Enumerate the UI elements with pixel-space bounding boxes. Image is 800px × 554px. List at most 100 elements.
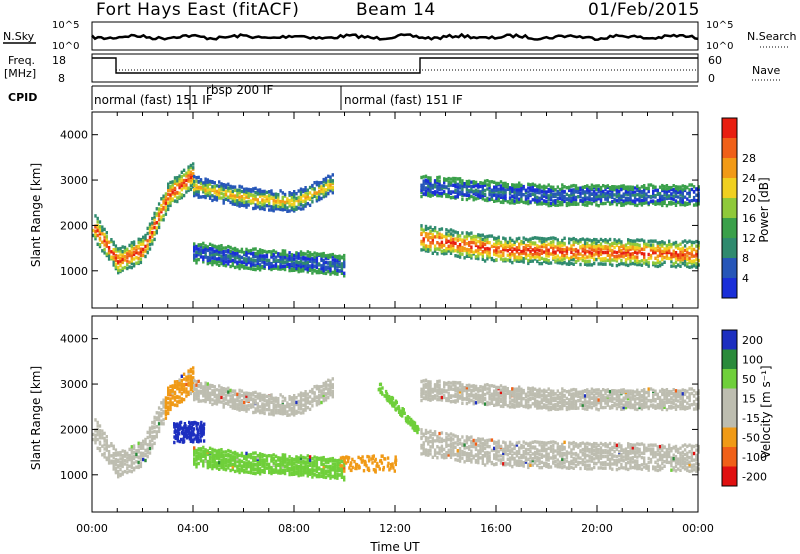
power-cell	[189, 187, 193, 192]
power-cell	[433, 179, 437, 183]
power-cell	[427, 238, 430, 242]
power-cell	[261, 254, 264, 258]
velocity-cell	[454, 458, 457, 462]
power-cell	[247, 260, 250, 265]
power-cell	[151, 242, 154, 246]
power-cell	[627, 238, 630, 242]
power-cell	[238, 249, 241, 254]
power-cell	[613, 199, 616, 204]
velocity-cell	[665, 460, 669, 464]
velocity-cell	[180, 382, 183, 386]
velocity-cell	[561, 462, 564, 466]
power-cell	[558, 256, 562, 260]
power-cell	[558, 196, 562, 201]
velocity-cell	[465, 441, 469, 445]
velocity-cell	[433, 448, 437, 452]
velocity-cell	[185, 390, 188, 394]
velocity-cell	[431, 455, 434, 459]
power-cell	[281, 191, 284, 195]
power-cell	[197, 249, 200, 254]
velocity-cell	[483, 442, 487, 446]
power-cell	[618, 254, 621, 258]
velocity-cell	[252, 393, 255, 397]
velocity-cell	[633, 459, 637, 463]
velocity-cell	[615, 447, 619, 452]
velocity-cell	[117, 475, 120, 479]
power-cell	[556, 241, 559, 246]
velocity-cell	[552, 444, 555, 448]
velocity-cell	[479, 440, 482, 445]
velocity-cell	[420, 379, 423, 384]
power-cell	[683, 203, 687, 207]
power-cell	[633, 193, 637, 198]
power-cell	[513, 193, 516, 197]
power-cell	[218, 256, 221, 261]
power-cell	[295, 198, 298, 203]
power-cell	[683, 184, 687, 189]
power-cell	[236, 188, 239, 192]
power-cell	[123, 254, 127, 259]
power-cell	[504, 237, 507, 241]
power-cell	[279, 199, 282, 204]
power-cell	[433, 192, 437, 196]
power-cell	[320, 189, 323, 194]
power-cell	[640, 189, 644, 194]
power-cell	[193, 179, 196, 184]
power-cell	[329, 189, 332, 193]
power-cell	[568, 259, 571, 263]
power-cell	[629, 192, 632, 196]
power-cell	[465, 187, 469, 192]
power-cell	[692, 203, 696, 207]
power-cell	[633, 195, 637, 200]
power-cell	[101, 240, 104, 244]
power-cell	[151, 230, 154, 235]
power-cell	[581, 254, 584, 258]
velocity-cell	[524, 447, 528, 452]
power-cell	[315, 191, 319, 195]
power-cell	[438, 175, 441, 179]
velocity-cell	[545, 447, 548, 452]
power-cell	[602, 262, 605, 266]
power-cell	[329, 175, 332, 179]
power-cell	[155, 207, 158, 211]
power-cell	[568, 200, 571, 204]
velocity-cell	[306, 398, 309, 403]
velocity-cell	[139, 464, 143, 469]
power-cell	[663, 193, 666, 197]
freq-tick-top: 18	[52, 54, 66, 67]
velocity-cell	[690, 463, 694, 467]
power-cell	[579, 199, 582, 203]
power-cell	[157, 209, 161, 213]
power-cell	[279, 207, 282, 212]
velocity-cell	[98, 448, 102, 453]
power-cell	[552, 199, 555, 203]
power-cell	[652, 199, 655, 203]
power-cell	[608, 195, 612, 199]
power-cell	[645, 201, 648, 205]
power-ytick-label: 3000	[60, 174, 88, 187]
velocity-cell	[447, 391, 450, 396]
velocity-cell	[522, 461, 525, 465]
power-cell	[536, 188, 539, 192]
velocity-cell	[486, 450, 489, 455]
velocity-cell	[304, 397, 307, 401]
power-cell	[119, 263, 122, 268]
power-cell	[427, 236, 430, 240]
velocity-cell	[645, 463, 648, 467]
power-cell	[636, 251, 639, 255]
power-cell	[302, 255, 305, 259]
power-cell	[613, 241, 616, 245]
power-cell	[615, 189, 619, 193]
power-cell	[135, 245, 138, 249]
power-cell	[511, 251, 514, 255]
velocity-cell	[215, 388, 219, 392]
power-cell	[640, 194, 644, 198]
power-cell	[661, 183, 664, 188]
power-cell	[624, 248, 628, 252]
power-cell	[479, 236, 482, 241]
power-cell	[454, 195, 457, 199]
power-cell	[483, 259, 487, 263]
velocity-cell	[208, 383, 212, 388]
power-cell	[424, 249, 428, 253]
power-cell	[220, 257, 223, 261]
